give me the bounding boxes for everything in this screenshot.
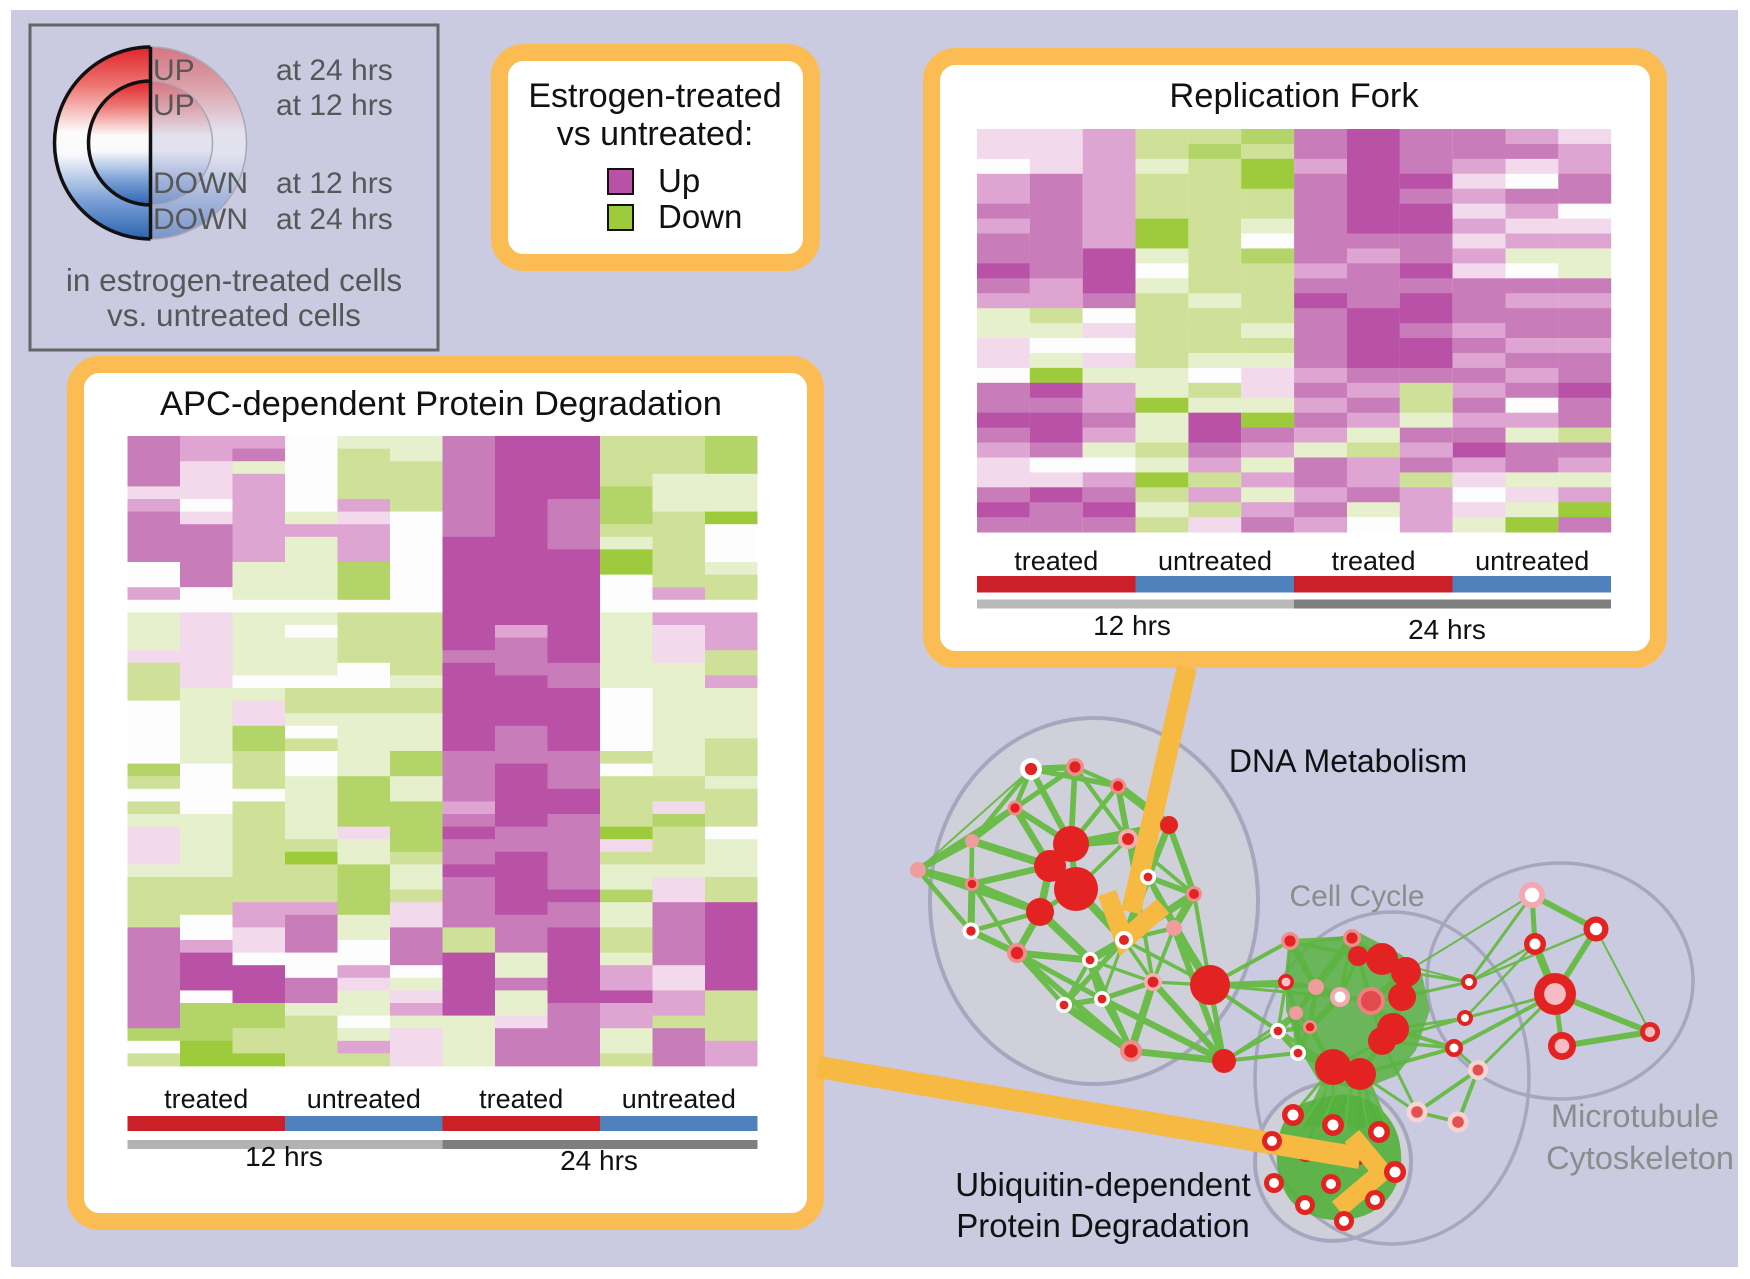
svg-text:treated: treated xyxy=(1331,546,1415,576)
svg-text:treated: treated xyxy=(1014,546,1098,576)
svg-text:DOWN: DOWN xyxy=(153,203,248,236)
svg-text:APC-dependent Protein Degradat: APC-dependent Protein Degradation xyxy=(160,385,722,423)
svg-text:treated: treated xyxy=(164,1084,248,1114)
svg-text:Up: Up xyxy=(658,162,700,199)
svg-text:UP: UP xyxy=(153,54,195,87)
svg-text:Ubiquitin-dependent: Ubiquitin-dependent xyxy=(955,1166,1250,1203)
svg-text:Cell Cycle: Cell Cycle xyxy=(1289,880,1424,913)
svg-text:vs untreated:: vs untreated: xyxy=(557,115,754,153)
svg-text:DOWN: DOWN xyxy=(153,167,248,200)
svg-text:vs. untreated cells: vs. untreated cells xyxy=(107,297,361,333)
svg-text:24 hrs: 24 hrs xyxy=(560,1145,638,1176)
svg-text:Protein Degradation: Protein Degradation xyxy=(956,1207,1250,1244)
svg-text:24 hrs: 24 hrs xyxy=(1408,614,1486,645)
svg-text:at 12 hrs: at 12 hrs xyxy=(276,89,393,122)
svg-text:at 24 hrs: at 24 hrs xyxy=(276,54,393,87)
svg-text:untreated: untreated xyxy=(1475,546,1589,576)
svg-text:in estrogen-treated cells: in estrogen-treated cells xyxy=(66,262,402,298)
svg-text:untreated: untreated xyxy=(1158,546,1272,576)
svg-text:Down: Down xyxy=(658,198,742,235)
svg-text:DNA Metabolism: DNA Metabolism xyxy=(1229,743,1467,779)
svg-text:untreated: untreated xyxy=(622,1084,736,1114)
svg-text:UP: UP xyxy=(153,89,195,122)
svg-text:at 12 hrs: at 12 hrs xyxy=(276,167,393,200)
svg-text:12 hrs: 12 hrs xyxy=(245,1141,323,1172)
svg-text:Replication Fork: Replication Fork xyxy=(1169,77,1419,115)
svg-text:Cytoskeleton: Cytoskeleton xyxy=(1546,1140,1734,1176)
svg-text:Estrogen-treated: Estrogen-treated xyxy=(528,77,781,115)
svg-text:untreated: untreated xyxy=(307,1084,421,1114)
svg-text:treated: treated xyxy=(479,1084,563,1114)
svg-text:12 hrs: 12 hrs xyxy=(1093,610,1171,641)
svg-text:Microtubule: Microtubule xyxy=(1551,1098,1719,1134)
svg-text:at 24 hrs: at 24 hrs xyxy=(276,203,393,236)
